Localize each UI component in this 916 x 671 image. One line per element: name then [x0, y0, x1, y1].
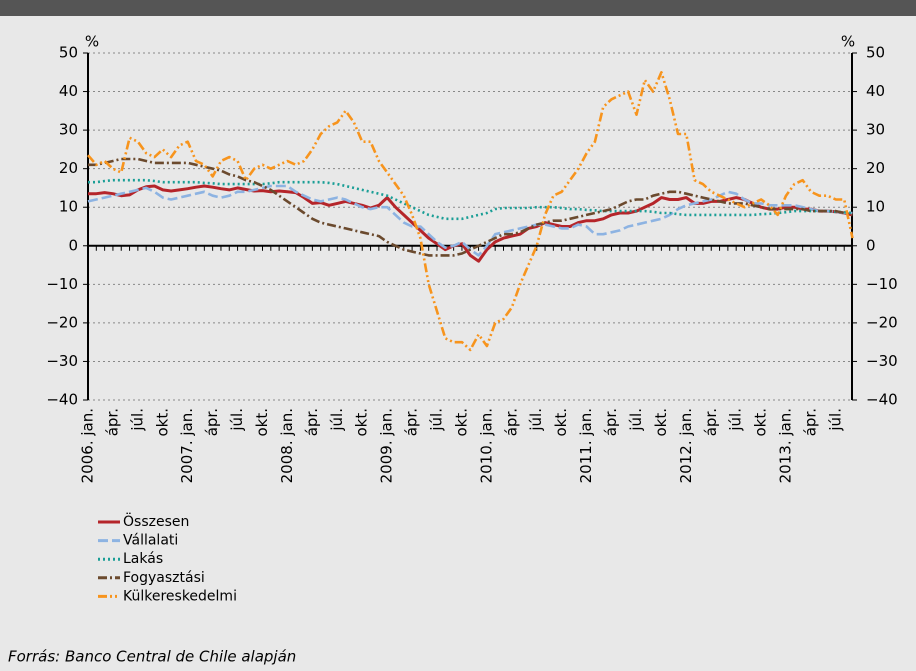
legend-label: Külkereskedelmi [123, 588, 237, 604]
x-tick-label: okt. [353, 408, 371, 437]
x-tick-label: júl. [826, 408, 844, 432]
y2-tick-label: 10 [866, 198, 885, 216]
x-tick-label: 2006. jan. [79, 408, 97, 483]
x-tick-label: 2012. jan. [677, 408, 695, 483]
legend-label: Fogyasztási [123, 570, 205, 586]
y2-tick-label: 40 [866, 82, 885, 100]
x-tick-label: júl. [328, 408, 346, 432]
x-tick-label: ápr. [303, 408, 321, 436]
y2-tick-label: 20 [866, 159, 885, 177]
x-tick-label: júl. [627, 408, 645, 432]
x-tick-label: okt. [752, 408, 770, 437]
x-tick-label: okt. [552, 408, 570, 437]
x-tick-label: 2007. jan. [178, 408, 196, 483]
y-tick-label: −40 [46, 391, 78, 409]
series-line [88, 184, 853, 263]
header-bar [0, 0, 916, 16]
x-tick-label: júl. [428, 408, 446, 432]
x-tick-label: júl. [727, 408, 745, 432]
x-tick-label: ápr. [203, 408, 221, 436]
y2-tick-label: 0 [866, 236, 876, 254]
series-line [88, 157, 853, 257]
x-tick-label: okt. [652, 408, 670, 437]
x-tick-label: okt. [153, 408, 171, 437]
x-tick-label: 2009. jan. [378, 408, 396, 483]
y-tick-label: 50 [59, 44, 78, 62]
y-tick-label: 20 [59, 159, 78, 177]
series-line [87, 71, 854, 352]
y-tick-label: −30 [46, 352, 78, 370]
legend-label: Összesen [123, 512, 189, 530]
y2-tick-label: −10 [866, 275, 898, 293]
x-tick-label: ápr. [801, 408, 819, 436]
y2-tick-label: −30 [866, 352, 898, 370]
y-tick-label: 30 [59, 121, 78, 139]
series-line [88, 178, 853, 221]
x-tick-label: ápr. [103, 408, 121, 436]
x-tick-label: ápr. [702, 408, 720, 436]
legend-label: Vállalati [123, 533, 178, 549]
x-tick-label: okt. [253, 408, 271, 437]
y-tick-label: −10 [46, 275, 78, 293]
y-tick-label: 40 [59, 82, 78, 100]
y2-tick-label: 30 [866, 121, 885, 139]
x-tick-label: ápr. [502, 408, 520, 436]
x-tick-label: 2008. jan. [278, 408, 296, 483]
x-tick-label: okt. [452, 408, 470, 437]
y-tick-label: 0 [68, 236, 78, 254]
x-tick-label: júl. [527, 408, 545, 432]
y2-tick-label: −40 [866, 391, 898, 409]
x-tick-label: ápr. [602, 408, 620, 436]
y-unit-right: % [841, 33, 855, 51]
x-tick-label: júl. [128, 408, 146, 432]
source: Forrás: Banco Central de Chile alapján [8, 648, 296, 666]
y2-tick-label: −20 [866, 313, 898, 331]
x-tick-label: 2010. jan. [477, 408, 495, 483]
y2-tick-label: 50 [866, 44, 885, 62]
x-tick-label: 2013. jan. [777, 408, 795, 483]
x-tick-label: júl. [228, 408, 246, 432]
y-tick-label: −20 [46, 313, 78, 331]
y-unit-left: % [85, 33, 99, 51]
y-tick-label: 10 [59, 198, 78, 216]
x-tick-label: 2011. jan. [577, 408, 595, 483]
x-tick-label: ápr. [403, 408, 421, 436]
legend-label: Lakás [123, 551, 163, 567]
